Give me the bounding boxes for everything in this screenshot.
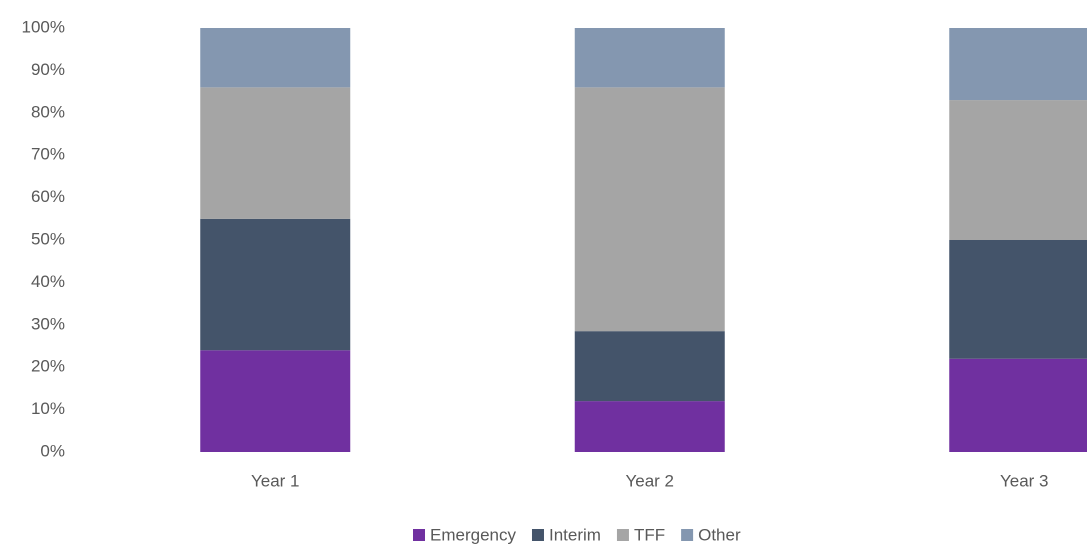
bar-segment [200,218,351,351]
bar-segment [200,350,351,452]
x-tick-label: Year 1 [251,471,300,490]
y-tick-label: 0% [40,441,65,460]
y-tick-label: 20% [31,357,65,376]
legend-label: Interim [549,525,601,544]
bar-segment [200,87,351,219]
bar-segment [949,28,1087,101]
y-tick-label: 60% [31,187,65,206]
y-tick-label: 70% [31,145,65,164]
legend-label: TFF [634,525,665,544]
bar-segment [574,28,725,88]
bar-segment [949,100,1087,240]
y-tick-label: 100% [22,17,65,36]
y-tick-label: 30% [31,314,65,333]
legend-swatch [413,529,425,541]
legend-swatch [616,529,629,541]
y-tick-label: 40% [31,272,65,291]
bar-segment [574,331,725,402]
bar-segment [949,240,1087,359]
bar-segment [949,358,1087,452]
legend-swatch [531,529,544,541]
bar-segment [574,87,725,332]
legend-label: Emergency [430,525,516,544]
y-tick-label: 90% [31,60,65,79]
legend-label: Other [698,525,741,544]
y-tick-label: 50% [31,229,65,248]
bar-segment [200,28,351,88]
x-tick-label: Year 3 [1000,471,1049,490]
x-tick-label: Year 2 [625,471,674,490]
y-tick-label: 80% [31,102,65,121]
legend-swatch [681,529,694,541]
bar-segment [574,401,725,452]
y-tick-label: 10% [31,399,65,418]
